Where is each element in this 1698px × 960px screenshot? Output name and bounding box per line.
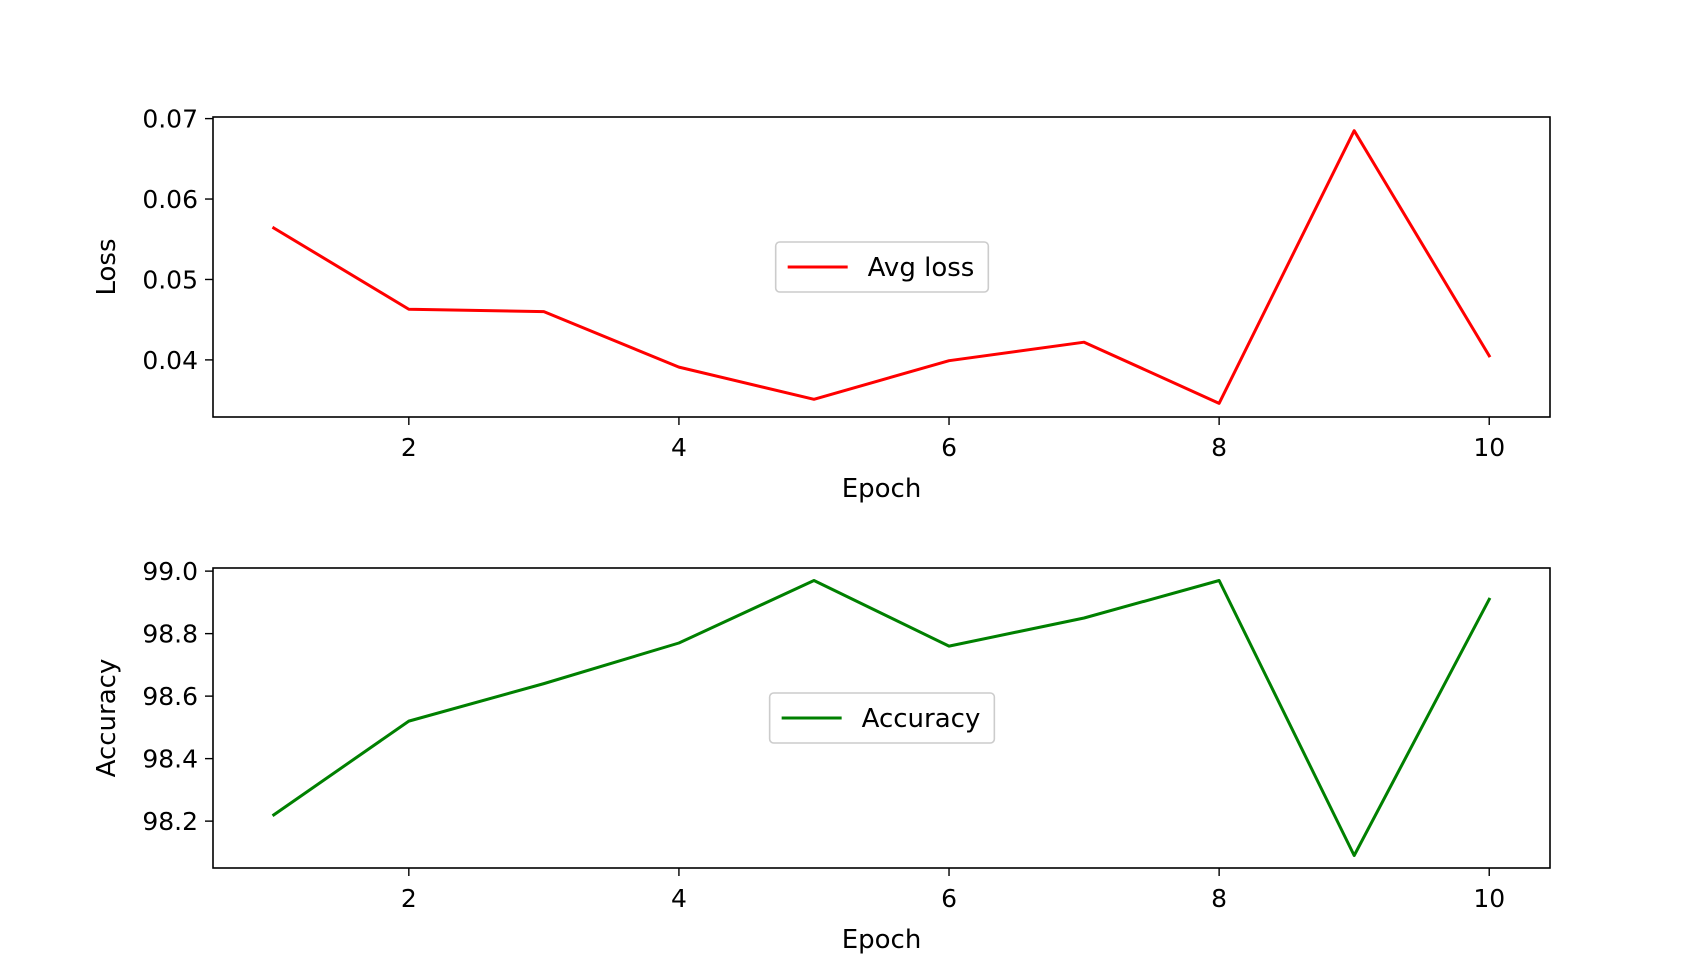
- accuracy-y-tick-label: 99.0: [142, 557, 198, 586]
- accuracy-x-tick-label: 4: [671, 884, 687, 913]
- accuracy-y-tick-label: 98.8: [142, 620, 198, 649]
- accuracy-y-tick-label: 98.2: [142, 807, 198, 836]
- loss-y-tick-label: 0.05: [142, 265, 198, 294]
- accuracy-x-tick-label: 2: [401, 884, 417, 913]
- loss-legend: Avg loss: [774, 241, 990, 293]
- accuracy-series-line: [271, 579, 1492, 857]
- loss-legend-box: [774, 241, 990, 293]
- loss-x-tick-label: 8: [1211, 433, 1227, 462]
- accuracy-chart: 2 4 6 8 10 98.2 98.4 98.6 98.8 99.0 Epoch Accuracy A…: [92, 557, 1551, 955]
- accuracy-legend-box: [768, 692, 996, 744]
- loss-x-tick-label: 10: [1473, 433, 1505, 462]
- loss-x-tick-label: 4: [671, 433, 687, 462]
- loss-y-tick-label: 0.07: [142, 105, 198, 134]
- accuracy-x-tick-label: 8: [1211, 884, 1227, 913]
- accuracy-legend-label: Accuracy: [862, 704, 981, 734]
- loss-series-line: [271, 129, 1492, 405]
- accuracy-x-axis-label: Epoch: [842, 925, 922, 955]
- accuracy-y-axis-label: Accuracy: [92, 659, 122, 778]
- accuracy-legend: Accuracy: [768, 692, 996, 744]
- accuracy-y-tick-label: 98.6: [142, 682, 198, 711]
- loss-x-tick-label: 6: [941, 433, 957, 462]
- accuracy-y-tick-label: 98.4: [142, 745, 198, 774]
- loss-axes-frame: [212, 116, 1551, 418]
- accuracy-x-tick-label: 6: [941, 884, 957, 913]
- loss-chart: 2 4 6 8 10 0.04 0.05 0.06 0.07 Epoch Loss Avg loss: [92, 105, 1551, 504]
- loss-y-tick-label: 0.06: [142, 185, 198, 214]
- loss-y-axis-label: Loss: [92, 238, 122, 295]
- loss-legend-label: Avg loss: [868, 253, 975, 283]
- loss-y-tick-label: 0.04: [142, 346, 198, 375]
- accuracy-axes-frame: [212, 567, 1551, 869]
- loss-x-tick-label: 2: [401, 433, 417, 462]
- loss-x-axis-label: Epoch: [842, 474, 922, 504]
- accuracy-x-tick-label: 10: [1473, 884, 1505, 913]
